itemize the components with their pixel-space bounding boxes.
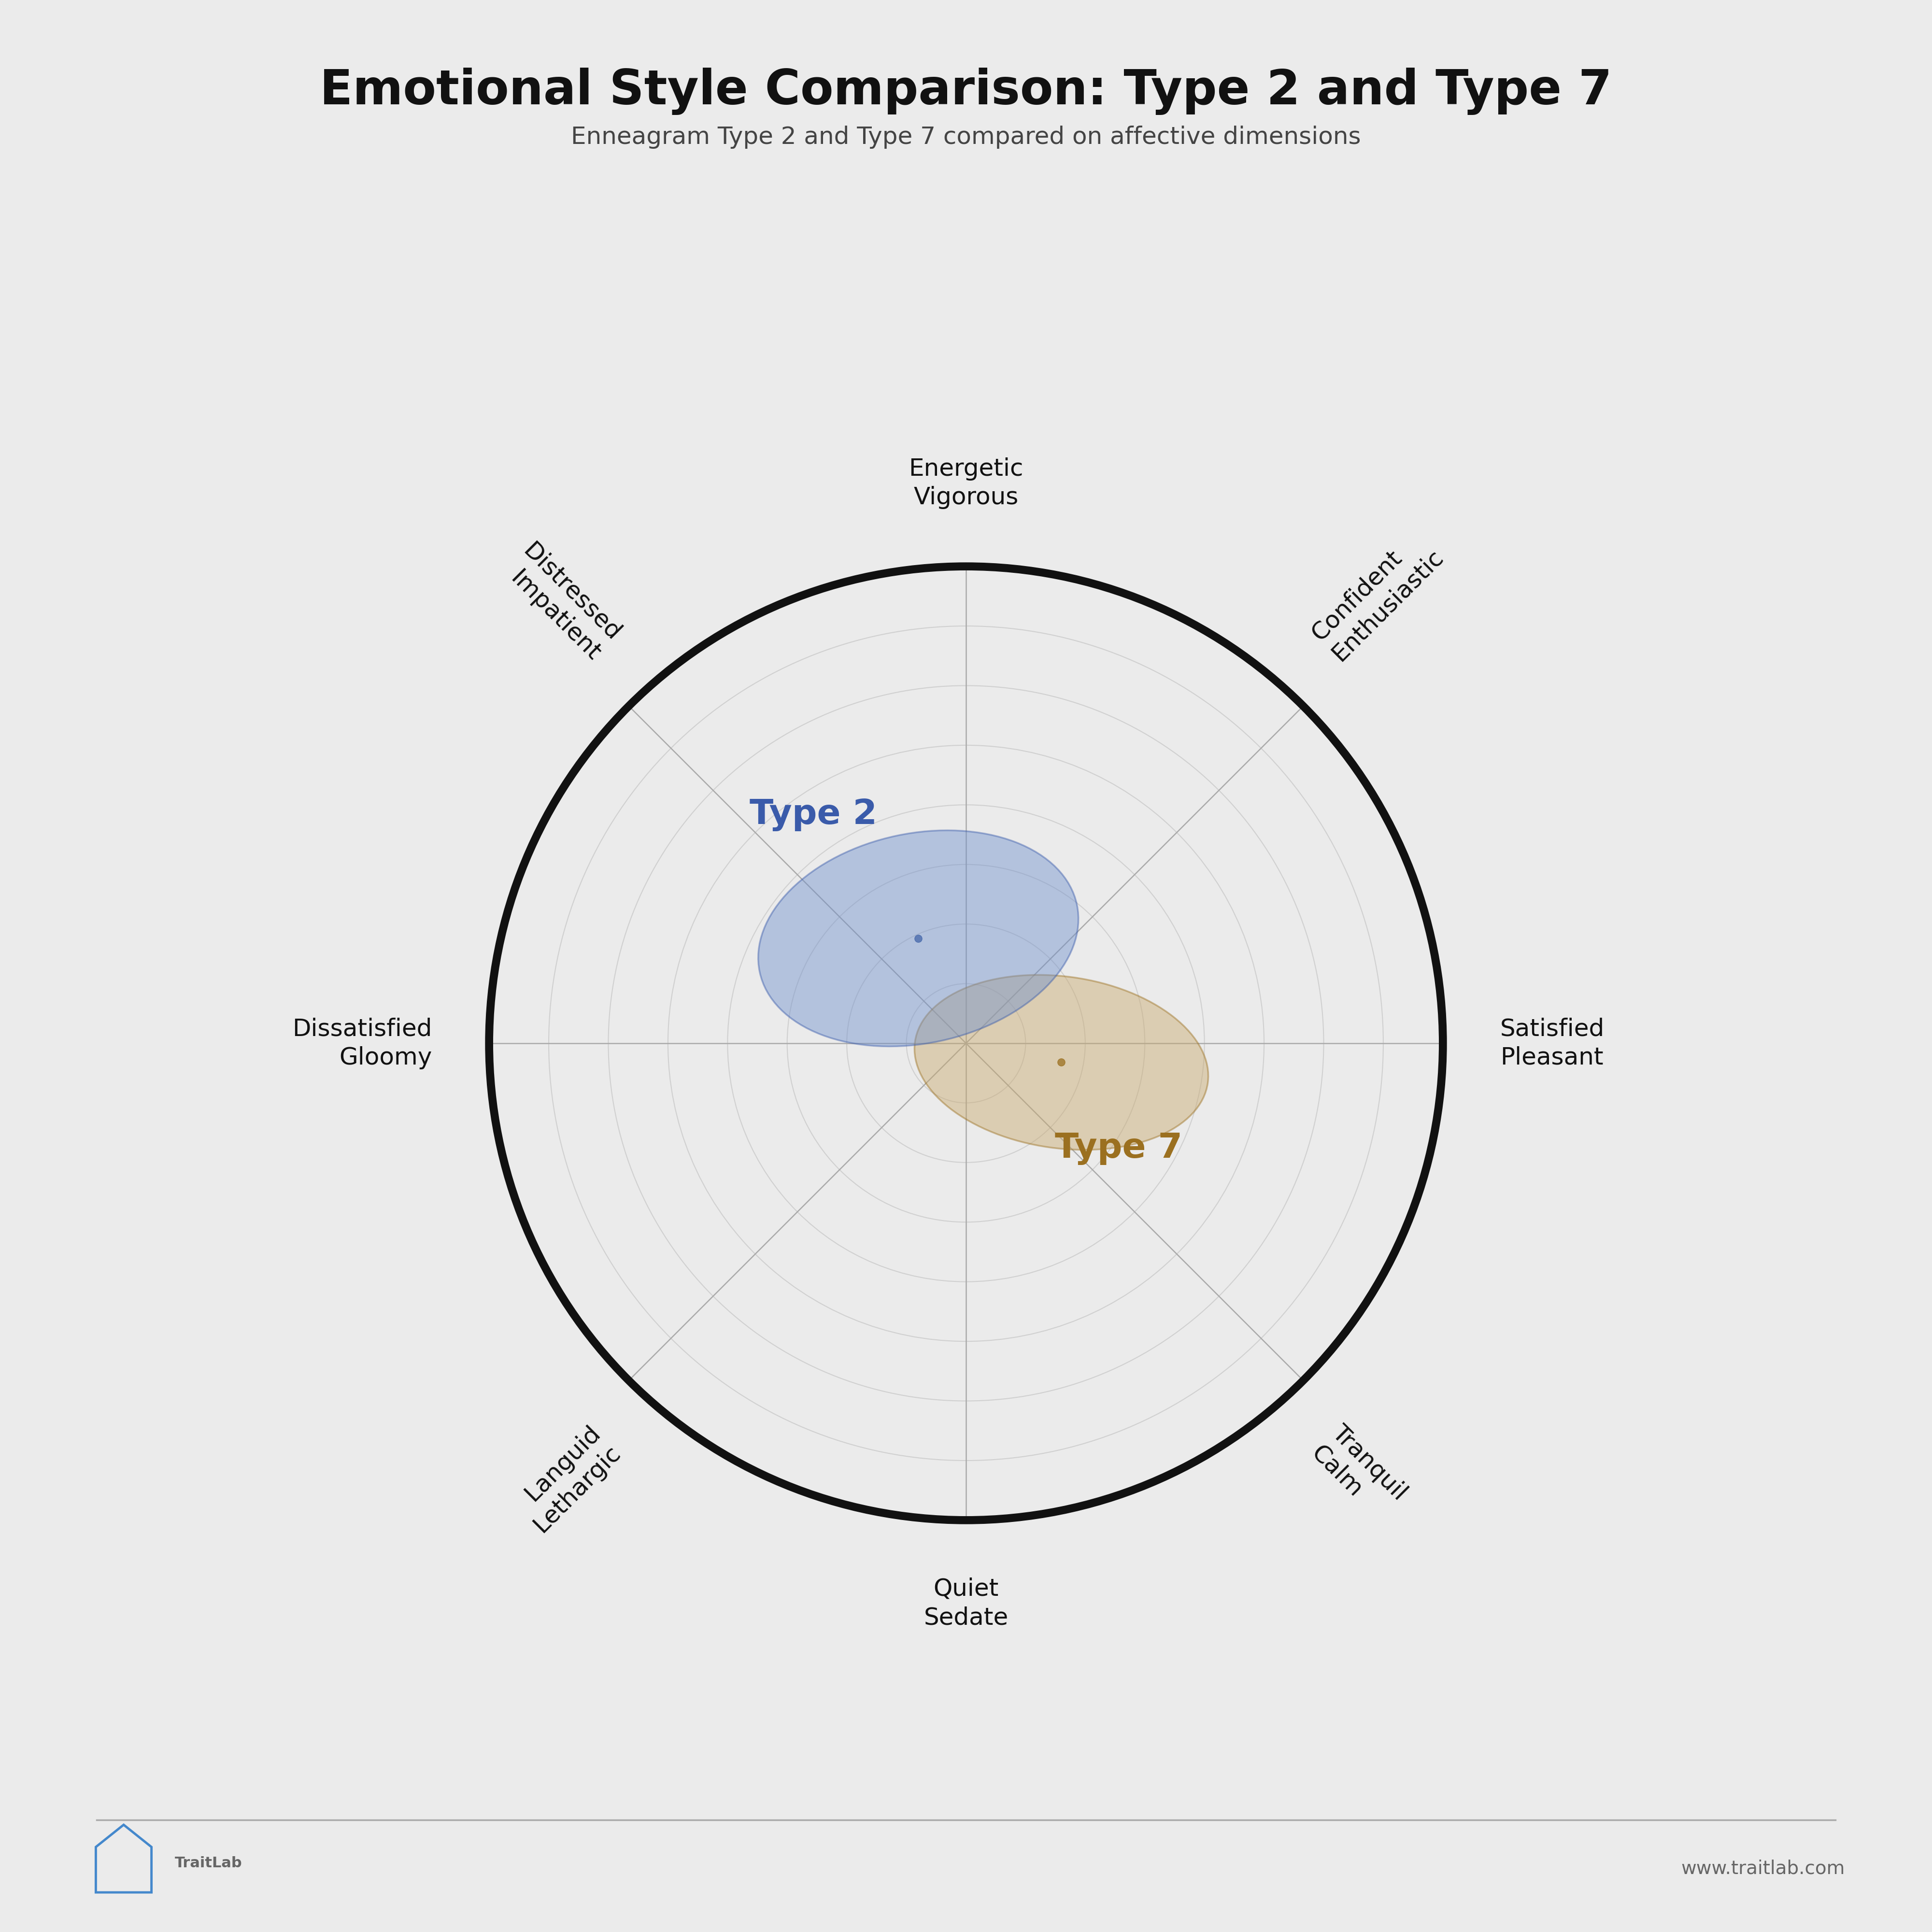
Text: Enneagram Type 2 and Type 7 compared on affective dimensions: Enneagram Type 2 and Type 7 compared on … bbox=[572, 126, 1360, 149]
Text: Energetic
Vigorous: Energetic Vigorous bbox=[908, 458, 1024, 510]
Text: Quiet
Sedate: Quiet Sedate bbox=[923, 1577, 1009, 1629]
Text: Type 2: Type 2 bbox=[750, 798, 877, 831]
Ellipse shape bbox=[914, 976, 1208, 1150]
Text: Distressed
Impatient: Distressed Impatient bbox=[498, 539, 626, 667]
Text: Confident
Enthusiastic: Confident Enthusiastic bbox=[1306, 526, 1447, 667]
Text: Type 7: Type 7 bbox=[1055, 1132, 1182, 1165]
Text: Dissatisfied
Gloomy: Dissatisfied Gloomy bbox=[292, 1018, 433, 1068]
Text: TraitLab: TraitLab bbox=[174, 1857, 242, 1870]
Ellipse shape bbox=[757, 831, 1078, 1047]
Text: Emotional Style Comparison: Type 2 and Type 7: Emotional Style Comparison: Type 2 and T… bbox=[321, 68, 1611, 116]
Text: Languid
Lethargic: Languid Lethargic bbox=[508, 1420, 626, 1538]
Text: Satisfied
Pleasant: Satisfied Pleasant bbox=[1499, 1018, 1605, 1068]
Text: www.traitlab.com: www.traitlab.com bbox=[1681, 1859, 1845, 1878]
Text: Tranquil
Calm: Tranquil Calm bbox=[1306, 1420, 1410, 1524]
